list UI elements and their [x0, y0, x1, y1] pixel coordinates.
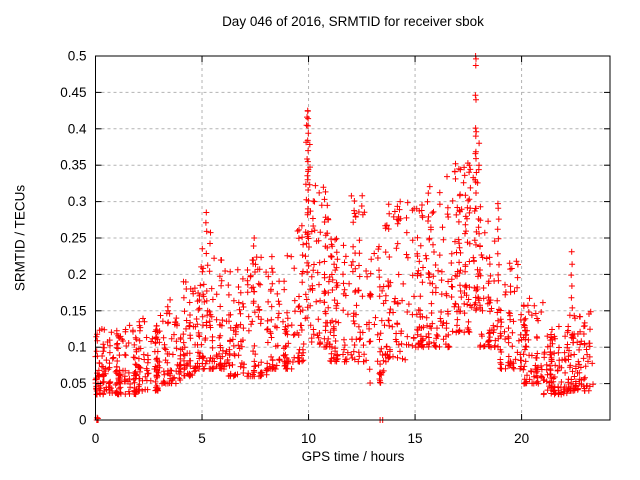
svg-text:20: 20 — [514, 431, 529, 446]
svg-text:0.15: 0.15 — [60, 303, 86, 318]
svg-text:0.45: 0.45 — [60, 85, 86, 100]
svg-text:0: 0 — [79, 413, 87, 428]
x-axis-label: GPS time / hours — [301, 449, 405, 464]
svg-text:0.2: 0.2 — [68, 267, 87, 282]
svg-text:0.25: 0.25 — [60, 231, 86, 246]
svg-text:0.4: 0.4 — [68, 121, 87, 136]
y-axis-label: SRMTID / TECUs — [12, 184, 28, 292]
svg-text:15: 15 — [408, 431, 423, 446]
svg-text:0.05: 0.05 — [60, 376, 86, 391]
svg-text:0.35: 0.35 — [60, 158, 86, 173]
svg-text:0.3: 0.3 — [68, 194, 87, 209]
svg-text:10: 10 — [301, 431, 316, 446]
chart-title: Day 046 of 2016, SRMTID for receiver sbo… — [222, 14, 484, 29]
svg-text:0.1: 0.1 — [68, 340, 87, 355]
svg-text:0.5: 0.5 — [68, 49, 87, 64]
svg-text:5: 5 — [198, 431, 206, 446]
svg-text:0: 0 — [92, 431, 100, 446]
